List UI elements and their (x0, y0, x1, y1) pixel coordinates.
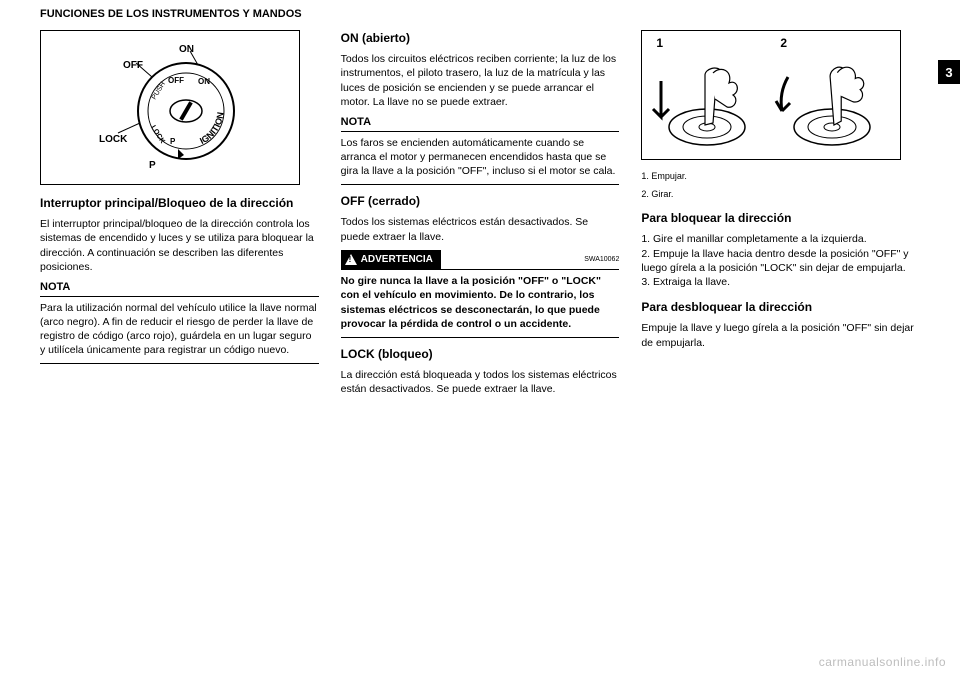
label-p: P (149, 159, 156, 173)
running-title: FUNCIONES DE LOS INSTRUMENTOS Y MANDOS (40, 8, 920, 20)
on-body: Todos los circuitos eléctricos reciben c… (341, 52, 620, 109)
label-off: OFF (123, 59, 143, 73)
ignition-switch-svg: IGNITION ON OFF PUSH LOCK P (41, 31, 301, 186)
column-3: 1 2 (641, 30, 920, 640)
svg-text:LOCK: LOCK (149, 124, 165, 145)
col2-nota-body: Los faros se encienden automáticamente c… (341, 136, 620, 179)
nota-header-2: NOTA (341, 115, 620, 132)
column-2: ON (abierto) Todos los circuitos eléctri… (341, 30, 620, 640)
col1-nota-end-rule (40, 363, 319, 364)
watermark: carmanualsonline.info (819, 655, 946, 669)
warning-tag: ADVERTENCIA (341, 250, 441, 270)
warning-triangle-icon (345, 254, 357, 265)
svg-text:ON: ON (198, 77, 210, 86)
warning-header: ADVERTENCIA SWA10062 (341, 250, 620, 271)
off-heading: OFF (cerrado) (341, 193, 620, 209)
to-unlock-heading: Para desbloquear la dirección (641, 299, 920, 315)
nota-header-1: NOTA (40, 280, 319, 297)
label-lock: LOCK (99, 133, 127, 147)
on-heading: ON (abierto) (341, 30, 620, 46)
col2-nota-end-rule (341, 184, 620, 185)
fig2-step1-num: 1 (656, 35, 663, 51)
column-1: ON OFF LOCK P IGNITION ON OFF PUSH (40, 30, 319, 640)
svg-text:P: P (170, 137, 176, 146)
ignition-switch-figure: ON OFF LOCK P IGNITION ON OFF PUSH (40, 30, 300, 185)
to-lock-steps: 1. Gire el manillar completamente a la i… (641, 232, 920, 289)
fig2-caption-2: 2. Girar. (641, 188, 920, 200)
fig2-step2-num: 2 (780, 35, 787, 51)
lock-body: La dirección está bloqueada y todos los … (341, 368, 620, 396)
col1-nota-body: Para la utilización normal del vehículo … (40, 301, 319, 358)
key-push-turn-svg (642, 31, 902, 161)
svg-text:IGNITION: IGNITION (198, 111, 225, 146)
nota-label-1: NOTA (40, 280, 70, 296)
label-on: ON (179, 43, 194, 57)
warning-code: SWA10062 (584, 255, 619, 264)
off-body: Todos los sistemas eléctricos están desa… (341, 215, 620, 243)
nota-label-2: NOTA (341, 115, 371, 131)
warning-label: ADVERTENCIA (361, 253, 433, 267)
key-push-turn-figure: 1 2 (641, 30, 901, 160)
col1-heading: Interruptor principal/Bloqueo de la dire… (40, 195, 319, 211)
to-unlock-body: Empuje la llave y luego gírela a la posi… (641, 321, 920, 349)
lock-heading: LOCK (bloqueo) (341, 346, 620, 362)
warning-body: No gire nunca la llave a la posición "OF… (341, 274, 620, 331)
section-tab: 3 (938, 60, 960, 84)
fig2-caption-1: 1. Empujar. (641, 170, 920, 182)
page-content: ON OFF LOCK P IGNITION ON OFF PUSH (40, 30, 920, 640)
col1-intro: El interruptor principal/bloqueo de la d… (40, 217, 319, 274)
warning-end-rule (341, 337, 620, 338)
svg-text:OFF: OFF (168, 76, 184, 85)
to-lock-heading: Para bloquear la dirección (641, 210, 920, 226)
